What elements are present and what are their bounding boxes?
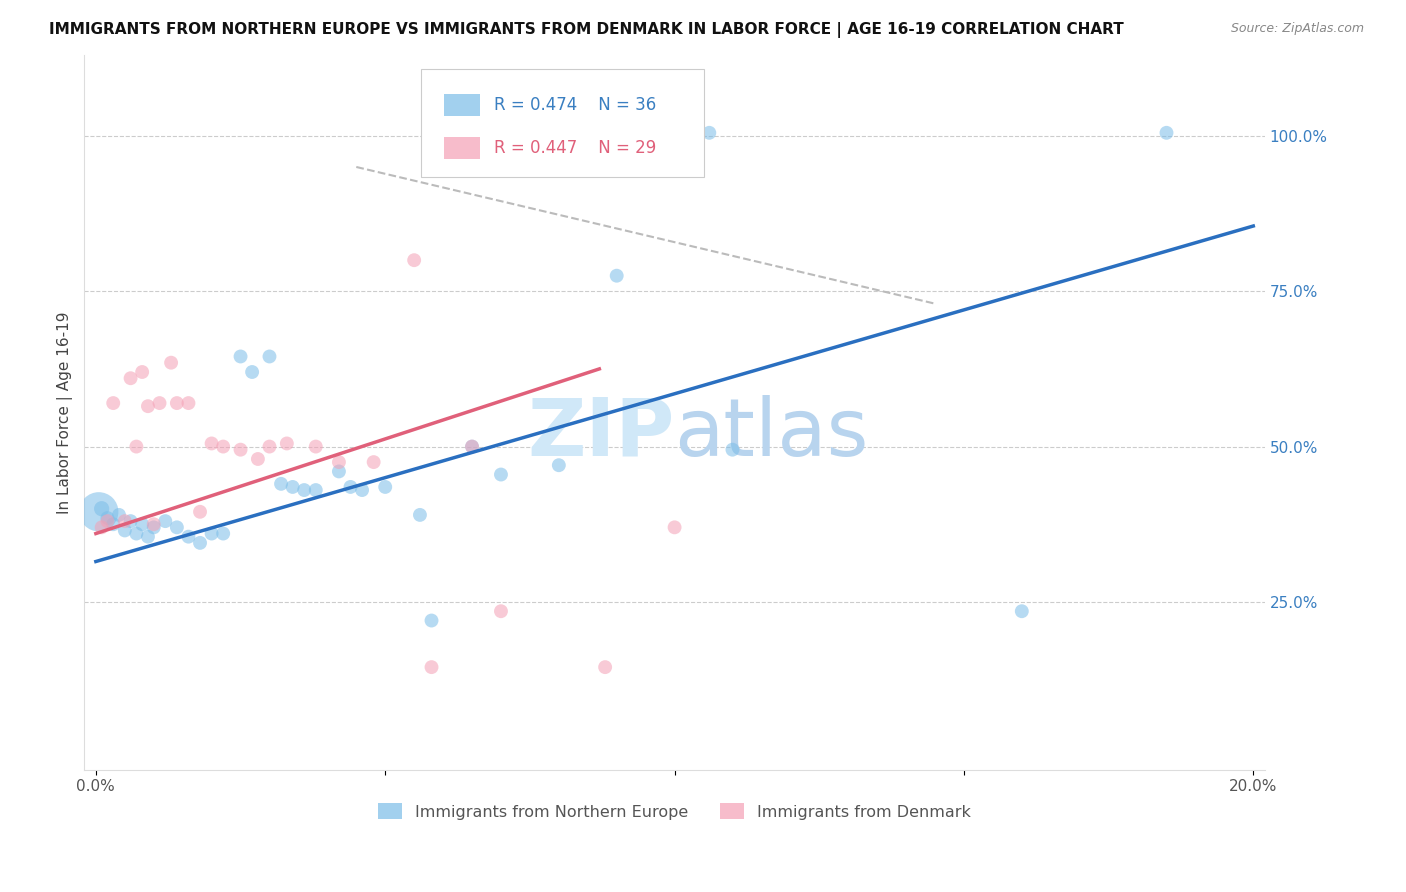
Text: R = 0.447    N = 29: R = 0.447 N = 29 xyxy=(494,139,657,157)
Point xyxy=(120,514,142,528)
Point xyxy=(240,365,263,379)
Point xyxy=(697,126,720,140)
Point xyxy=(108,508,131,522)
Point xyxy=(160,356,183,370)
Point xyxy=(142,520,165,534)
Point xyxy=(328,464,350,478)
Point xyxy=(420,614,443,628)
Point xyxy=(188,505,211,519)
Point xyxy=(229,442,252,457)
Point xyxy=(420,660,443,674)
Y-axis label: In Labor Force | Age 16-19: In Labor Force | Age 16-19 xyxy=(58,311,73,514)
Point xyxy=(246,452,269,467)
Point xyxy=(177,530,200,544)
Point xyxy=(606,268,628,283)
Point xyxy=(1011,604,1033,618)
Point xyxy=(201,436,224,450)
Text: Source: ZipAtlas.com: Source: ZipAtlas.com xyxy=(1230,22,1364,36)
Point xyxy=(363,455,385,469)
Point xyxy=(131,365,153,379)
Point xyxy=(259,440,281,454)
Point xyxy=(103,396,125,410)
Point xyxy=(461,440,484,454)
Point xyxy=(166,520,188,534)
Point xyxy=(409,508,432,522)
Point xyxy=(270,476,292,491)
Text: ZIP: ZIP xyxy=(527,395,675,473)
Point xyxy=(177,396,200,410)
Point xyxy=(125,440,148,454)
Point xyxy=(114,524,136,538)
Text: atlas: atlas xyxy=(675,395,869,473)
Point xyxy=(305,440,328,454)
FancyBboxPatch shape xyxy=(420,70,704,177)
Point xyxy=(404,253,426,268)
Text: IMMIGRANTS FROM NORTHERN EUROPE VS IMMIGRANTS FROM DENMARK IN LABOR FORCE | AGE : IMMIGRANTS FROM NORTHERN EUROPE VS IMMIG… xyxy=(49,22,1123,38)
Point xyxy=(489,467,512,482)
Point xyxy=(96,514,118,528)
Point xyxy=(142,517,165,532)
Point xyxy=(201,526,224,541)
Point xyxy=(547,458,569,473)
Point xyxy=(103,517,125,532)
Legend: Immigrants from Northern Europe, Immigrants from Denmark: Immigrants from Northern Europe, Immigra… xyxy=(373,797,977,826)
Point xyxy=(339,480,361,494)
FancyBboxPatch shape xyxy=(444,137,479,159)
Point xyxy=(721,442,744,457)
Point xyxy=(461,440,484,454)
Point xyxy=(281,480,304,494)
Point xyxy=(229,350,252,364)
Point xyxy=(114,514,136,528)
Point xyxy=(212,526,235,541)
Point xyxy=(166,396,188,410)
Point xyxy=(125,526,148,541)
Point xyxy=(328,455,350,469)
Point xyxy=(120,371,142,385)
Point xyxy=(96,511,118,525)
Point xyxy=(136,530,159,544)
Point xyxy=(87,505,110,519)
FancyBboxPatch shape xyxy=(444,95,479,116)
Point xyxy=(90,501,112,516)
Point xyxy=(276,436,298,450)
Point xyxy=(259,350,281,364)
Point xyxy=(148,396,170,410)
Point xyxy=(374,480,396,494)
Point xyxy=(664,520,686,534)
Point xyxy=(155,514,177,528)
Point xyxy=(305,483,328,497)
Point xyxy=(90,520,112,534)
Text: R = 0.474    N = 36: R = 0.474 N = 36 xyxy=(494,96,657,114)
Point xyxy=(1156,126,1178,140)
Point xyxy=(131,517,153,532)
Point xyxy=(212,440,235,454)
Point xyxy=(593,660,616,674)
Point xyxy=(489,604,512,618)
Point xyxy=(136,399,159,413)
Point xyxy=(188,536,211,550)
Point xyxy=(292,483,315,497)
Point xyxy=(352,483,374,497)
